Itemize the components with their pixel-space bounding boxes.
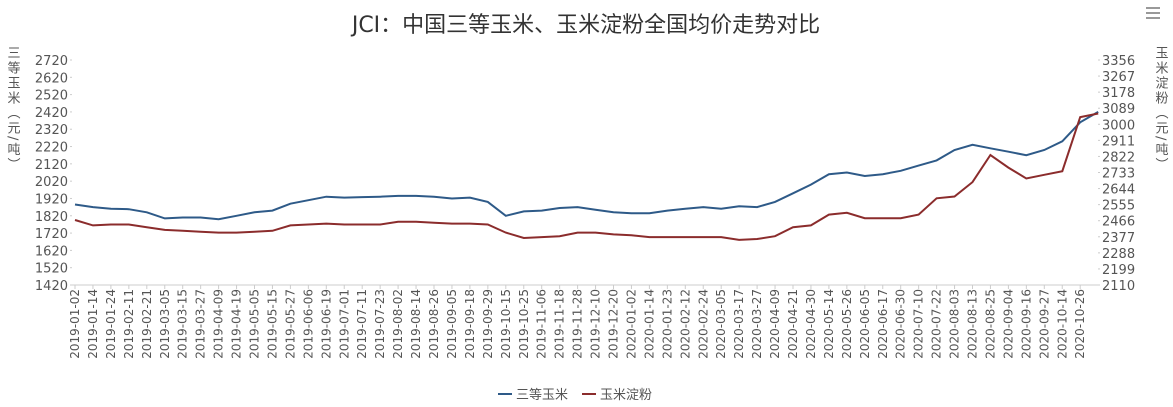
x-tick-label: 2019-07-01	[337, 289, 351, 359]
y2-tick-label: 3000	[1102, 118, 1135, 133]
x-tick-label: 2020-01-14	[642, 289, 656, 359]
x-tick-label: 2020-06-05	[858, 289, 872, 359]
x-tick-label: 2019-05-05	[248, 289, 262, 359]
x-tick-label: 2019-12-10	[589, 289, 603, 359]
y2-tick-label: 2911	[1102, 134, 1135, 149]
x-tick-label: 2020-09-04	[1001, 289, 1015, 359]
y2-tick-label: 3267	[1102, 70, 1135, 85]
x-tick-label: 2019-06-06	[301, 289, 315, 359]
x-tick-label: 2019-08-02	[391, 289, 405, 359]
y-tick-label: 1720	[35, 227, 68, 242]
series-line	[74, 111, 1099, 221]
x-tick-label: 2019-09-18	[463, 289, 477, 359]
x-tick-label: 2020-04-21	[786, 289, 800, 359]
x-tick-label: 2019-10-25	[517, 289, 531, 359]
x-tick-label: 2019-11-06	[535, 289, 549, 359]
x-tick-label: 2019-11-18	[553, 289, 567, 359]
x-tick-label: 2019-01-14	[86, 289, 100, 359]
x-tick-label: 2019-03-05	[158, 289, 172, 359]
x-tick-label: 2019-04-19	[230, 289, 244, 359]
x-tick-label: 2019-09-29	[481, 289, 495, 359]
menu-icon[interactable]	[1146, 7, 1160, 19]
y-tick-label: 2520	[35, 89, 68, 104]
y-tick-label: 2220	[35, 141, 68, 156]
y2-tick-label: 2555	[1102, 199, 1135, 214]
x-tick-label: 2019-01-02	[68, 289, 82, 359]
x-tick-label: 2020-10-14	[1055, 289, 1069, 359]
x-tick-label: 2020-10-26	[1073, 289, 1087, 359]
y-axis-label: 三等玉米（元/吨）	[5, 46, 21, 172]
x-tick-label: 2020-07-22	[930, 289, 944, 359]
x-tick-label: 2019-11-28	[571, 289, 585, 359]
x-tick-label: 2020-03-27	[750, 289, 764, 359]
x-tick-label: 2020-08-25	[983, 289, 997, 359]
x-tick-label: 2019-01-24	[104, 289, 118, 359]
x-tick-label: 2019-05-27	[283, 289, 297, 359]
y2-tick-label: 2466	[1102, 215, 1135, 230]
x-tick-label: 2019-03-27	[194, 289, 208, 359]
x-tick-label: 2019-08-26	[427, 289, 441, 359]
x-tick-label: 2019-09-05	[445, 289, 459, 359]
x-tick-label: 2020-01-23	[660, 289, 674, 359]
x-tick-label: 2019-06-19	[319, 289, 333, 359]
y-tick-label: 2320	[35, 123, 68, 138]
y2-tick-label: 2733	[1102, 167, 1135, 182]
y-tick-label: 1620	[35, 244, 68, 259]
x-tick-label: 2020-09-16	[1019, 289, 1033, 359]
y-tick-label: 2120	[35, 158, 68, 173]
y2-tick-label: 2110	[1102, 279, 1135, 294]
y2-tick-label: 2288	[1102, 247, 1135, 262]
x-tick-label: 2019-02-21	[140, 289, 154, 359]
y-tick-label: 2720	[35, 54, 68, 69]
y2-tick-label: 3089	[1102, 102, 1135, 117]
legend-label: 玉米淀粉	[600, 388, 652, 403]
y-tick-label: 1920	[35, 192, 68, 207]
x-tick-label: 2020-01-02	[624, 289, 638, 359]
y2-tick-label: 3178	[1102, 86, 1135, 101]
x-tick-label: 2019-02-11	[122, 289, 136, 359]
y2-tick-label: 2822	[1102, 150, 1135, 165]
x-tick-label: 2020-02-24	[696, 289, 710, 359]
y-tick-label: 1520	[35, 262, 68, 277]
x-tick-label: 2019-10-15	[499, 289, 513, 359]
series-line	[74, 112, 1099, 241]
x-tick-label: 2020-04-30	[804, 289, 818, 359]
y2-tick-label: 3356	[1102, 54, 1135, 69]
y-tick-label: 2420	[35, 106, 68, 121]
chart-title: JCI：中国三等玉米、玉米淀粉全国均价走势对比	[350, 13, 820, 38]
y2-tick-label: 2377	[1102, 231, 1135, 246]
x-tick-label: 2020-06-17	[876, 289, 890, 359]
x-tick-label: 2019-05-15	[265, 289, 279, 359]
y-tick-label: 1820	[35, 210, 68, 225]
legend-label: 三等玉米	[516, 387, 568, 403]
x-tick-label: 2020-08-03	[948, 289, 962, 359]
x-tick-label: 2020-03-05	[714, 289, 728, 359]
y-tick-label: 2020	[35, 175, 68, 190]
x-tick-label: 2020-08-13	[966, 289, 980, 359]
x-tick-label: 2020-05-26	[840, 289, 854, 359]
y2-tick-label: 2644	[1102, 183, 1135, 198]
x-tick-label: 2020-07-10	[912, 289, 926, 359]
x-tick-label: 2019-03-15	[176, 289, 190, 359]
y2-tick-label: 2199	[1102, 263, 1135, 278]
x-tick-label: 2020-03-17	[732, 289, 746, 359]
x-tick-label: 2019-08-14	[409, 289, 423, 359]
x-tick-label: 2020-05-14	[822, 289, 836, 359]
x-tick-label: 2020-04-09	[768, 289, 782, 359]
x-tick-label: 2020-06-30	[894, 289, 908, 359]
y-tick-label: 2620	[35, 71, 68, 86]
x-tick-label: 2019-07-11	[355, 289, 369, 359]
x-tick-label: 2020-09-27	[1037, 289, 1051, 359]
x-tick-label: 2019-12-20	[607, 289, 621, 359]
x-tick-label: 2019-07-23	[373, 289, 387, 359]
y2-axis-label: 玉米淀粉（元/吨）	[1153, 46, 1169, 172]
y-tick-label: 1420	[35, 279, 68, 294]
x-tick-label: 2019-04-09	[212, 289, 226, 359]
x-tick-label: 2020-02-12	[678, 289, 692, 359]
